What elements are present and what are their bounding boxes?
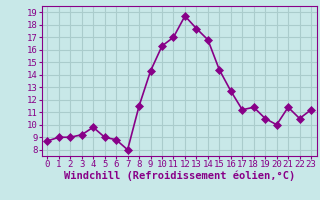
X-axis label: Windchill (Refroidissement éolien,°C): Windchill (Refroidissement éolien,°C)	[64, 171, 295, 181]
